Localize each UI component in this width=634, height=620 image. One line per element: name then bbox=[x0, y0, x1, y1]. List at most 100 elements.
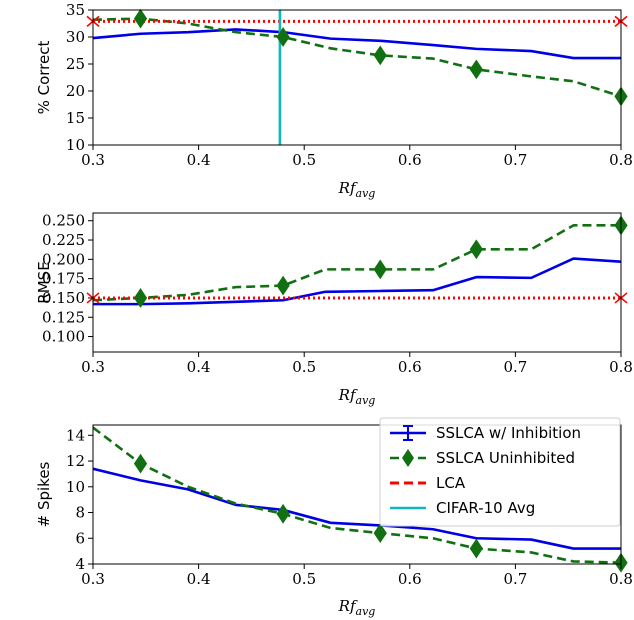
y-tick-label: 12 bbox=[66, 452, 85, 470]
y-axis-label: % Correct bbox=[35, 41, 53, 115]
legend-entry: SSLCA Uninhibited bbox=[390, 449, 575, 467]
y-tick: 4 bbox=[75, 555, 93, 573]
sslca-inhibition-line bbox=[93, 28, 621, 60]
data-point-marker bbox=[133, 8, 148, 29]
x-tick-label: 0.7 bbox=[503, 570, 527, 588]
y-tick: 25 bbox=[66, 55, 93, 73]
x-axis-label: Rfavg bbox=[338, 179, 376, 200]
y-tick-label: 15 bbox=[66, 109, 85, 127]
sslca-inhibition-line bbox=[93, 257, 621, 306]
y-tick: 8 bbox=[75, 504, 93, 522]
y-tick: 6 bbox=[75, 529, 93, 547]
y-tick-label: 0.250 bbox=[42, 212, 85, 230]
y-tick: 0.150 bbox=[42, 289, 93, 307]
x-tick: 0.8 bbox=[609, 564, 633, 588]
y-tick-label: 0.200 bbox=[42, 250, 85, 268]
legend-entry: CIFAR-10 Avg bbox=[390, 499, 535, 517]
x-tick: 0.3 bbox=[81, 352, 105, 376]
axes-frame bbox=[92, 424, 622, 565]
data-point-marker bbox=[276, 27, 290, 47]
x-tick-label: 0.7 bbox=[503, 358, 527, 376]
data-point-marker bbox=[469, 239, 483, 260]
x-tick: 0.7 bbox=[503, 145, 527, 169]
data-point-marker bbox=[373, 259, 387, 280]
sslca-uninhibited-line bbox=[93, 224, 621, 302]
x-tick-label: 0.3 bbox=[81, 358, 105, 376]
x-axis-label: Rfavg bbox=[338, 597, 376, 618]
y-tick-label: 35 bbox=[66, 1, 85, 19]
panel-1: 0.3 0.4 0.5 0.6 0.7 0.8 10 15 20 25 30 35 % Correct R… bbox=[35, 1, 633, 200]
y-tick: 12 bbox=[66, 452, 93, 470]
x-tick: 0.3 bbox=[81, 145, 105, 169]
x-tick-label: 0.4 bbox=[187, 151, 211, 169]
data-point-marker bbox=[469, 538, 483, 559]
y-tick: 20 bbox=[66, 82, 93, 100]
x-tick-label: 0.4 bbox=[187, 358, 211, 376]
x-tick: 0.4 bbox=[187, 564, 211, 588]
legend-entry: LCA bbox=[390, 474, 466, 492]
panel-3: 0.3 0.4 0.5 0.6 0.7 0.8 4 6 8 10 12 14 # Spikes Rfavg bbox=[35, 424, 633, 618]
x-tick: 0.4 bbox=[187, 352, 211, 376]
y-tick-label: 0.100 bbox=[42, 328, 85, 346]
plot-area bbox=[93, 224, 621, 306]
x-tick-label: 0.3 bbox=[81, 151, 105, 169]
x-tick: 0.6 bbox=[398, 352, 422, 376]
y-tick: 0.175 bbox=[42, 270, 93, 288]
y-tick: 0.100 bbox=[42, 328, 93, 346]
sslca-inhibition-line bbox=[93, 467, 621, 550]
y-tick: 14 bbox=[66, 426, 93, 444]
data-point-marker bbox=[373, 45, 387, 66]
y-tick: 30 bbox=[66, 28, 93, 46]
y-tick: 0.125 bbox=[42, 308, 93, 326]
x-tick: 0.5 bbox=[292, 145, 316, 169]
legend-label: LCA bbox=[436, 474, 466, 492]
y-tick: 15 bbox=[66, 109, 93, 127]
data-point-marker bbox=[276, 275, 290, 296]
x-tick: 0.5 bbox=[292, 352, 316, 376]
plot-area bbox=[93, 426, 621, 564]
x-tick: 0.8 bbox=[609, 352, 633, 376]
y-tick-label: 0.150 bbox=[42, 289, 85, 307]
data-point-marker bbox=[133, 288, 148, 308]
axes-frame bbox=[92, 9, 622, 146]
legend-entry: SSLCA w/ Inhibition bbox=[390, 424, 581, 442]
x-tick-label: 0.5 bbox=[292, 151, 316, 169]
x-tick-label: 0.6 bbox=[398, 358, 422, 376]
y-tick: 35 bbox=[66, 1, 93, 19]
x-tick-label: 0.4 bbox=[187, 570, 211, 588]
data-point-marker bbox=[133, 453, 148, 474]
x-tick-label: 0.8 bbox=[609, 151, 633, 169]
y-tick-label: 8 bbox=[75, 504, 85, 522]
legend-label: SSLCA Uninhibited bbox=[436, 449, 575, 467]
y-tick-label: 0.175 bbox=[42, 270, 85, 288]
data-point-marker bbox=[373, 523, 387, 544]
x-tick-label: 0.8 bbox=[609, 358, 633, 376]
y-axis-label: # Spikes bbox=[35, 461, 53, 527]
x-tick-label: 0.8 bbox=[609, 570, 633, 588]
x-tick-label: 0.6 bbox=[398, 570, 422, 588]
y-tick: 0.250 bbox=[42, 212, 93, 230]
x-tick-label: 0.7 bbox=[503, 151, 527, 169]
y-tick-label: 10 bbox=[66, 478, 85, 496]
y-tick-label: 6 bbox=[75, 529, 85, 547]
y-tick-label: 10 bbox=[66, 136, 85, 154]
legend-label: SSLCA w/ Inhibition bbox=[436, 424, 581, 442]
x-tick: 0.6 bbox=[398, 145, 422, 169]
x-tick: 0.7 bbox=[503, 564, 527, 588]
y-tick-label: 30 bbox=[66, 28, 85, 46]
y-axis-label: RMSE bbox=[35, 261, 53, 303]
y-tick: 0.225 bbox=[42, 231, 93, 249]
sslca-uninhibited-line bbox=[93, 426, 621, 564]
x-tick: 0.6 bbox=[398, 564, 422, 588]
data-point-marker bbox=[469, 59, 483, 80]
y-tick: 10 bbox=[66, 478, 93, 496]
x-tick-label: 0.6 bbox=[398, 151, 422, 169]
sslca-uninhibited-line bbox=[93, 17, 621, 98]
plot-area bbox=[93, 10, 621, 145]
legend: SSLCA w/ Inhibition SSLCA Uninhibited LCA C… bbox=[379, 417, 621, 527]
x-tick: 0.4 bbox=[187, 145, 211, 169]
y-tick-label: 0.225 bbox=[42, 231, 85, 249]
x-tick-label: 0.5 bbox=[292, 358, 316, 376]
legend-label: CIFAR-10 Avg bbox=[436, 499, 535, 517]
